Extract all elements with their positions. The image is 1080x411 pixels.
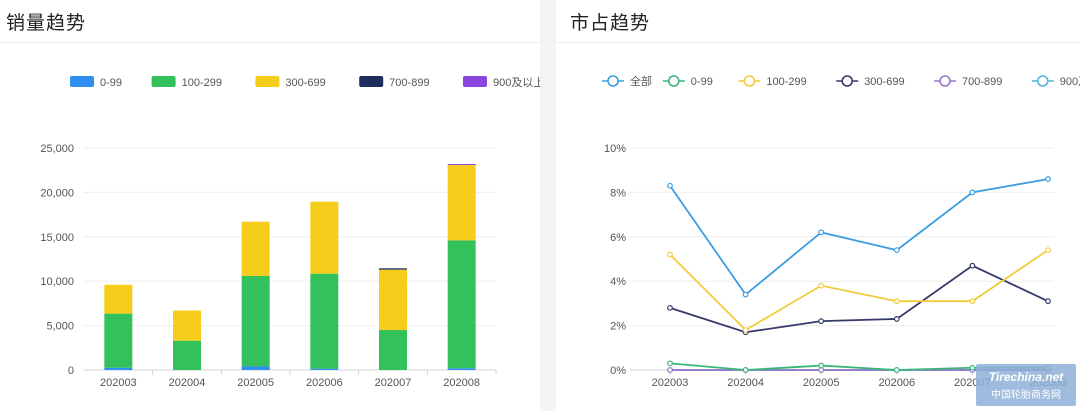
x-tick-label: 202005 — [803, 377, 840, 389]
data-point — [818, 282, 825, 289]
bar-segment — [447, 164, 476, 241]
legend-swatch — [463, 76, 487, 87]
x-tick-label: 202003 — [652, 377, 689, 389]
y-tick-label: 2% — [610, 321, 626, 333]
data-point — [1045, 298, 1051, 305]
bar-segment — [104, 284, 133, 314]
y-tick-label: 25,000 — [40, 143, 74, 155]
watermark-logo: Tirechina.net 中国轮胎商务网 — [976, 364, 1076, 406]
y-tick-label: 10% — [604, 143, 626, 155]
x-tick-label: 202005 — [237, 377, 274, 389]
x-tick-label: 202006 — [306, 377, 343, 389]
data-point — [893, 367, 900, 373]
data-point — [893, 247, 900, 254]
legend-marker — [1036, 75, 1049, 87]
data-point — [969, 189, 976, 196]
y-tick-label: 0 — [68, 365, 74, 377]
legend-label: 300-699 — [285, 77, 325, 89]
legend-swatch — [255, 76, 280, 87]
data-point — [667, 304, 673, 311]
legend-label: 100-299 — [182, 77, 222, 89]
sales-trend-panel: 销量趋势 0-99 100-299 300-699 700-899 900及以上 0 5,0… — [0, 0, 540, 411]
legend-marker — [743, 75, 756, 87]
legend-label: 全部 — [630, 74, 652, 88]
y-tick-label: 20,000 — [40, 187, 74, 199]
legend-label: 900及以上 — [1060, 75, 1080, 88]
y-tick-label: 10,000 — [40, 276, 74, 288]
bar-segment — [447, 368, 476, 370]
x-tick-label: 202007 — [375, 377, 412, 389]
data-point — [969, 364, 976, 371]
data-point — [1045, 247, 1051, 254]
bar-segment — [447, 240, 476, 369]
legend-swatch — [70, 76, 94, 87]
legend-label: 700-899 — [389, 77, 429, 89]
series-line — [669, 249, 1049, 332]
legend-marker — [668, 75, 680, 87]
data-point — [818, 229, 825, 236]
data-point — [969, 262, 976, 269]
legend-label: 900及以上 — [493, 76, 540, 89]
y-tick-label: 0% — [610, 365, 626, 377]
legend-label: 0-99 — [691, 76, 713, 88]
bar-segment — [173, 340, 201, 370]
y-tick-label: 6% — [610, 232, 626, 244]
legend-marker — [939, 75, 951, 87]
share-trend-panel: 市占趋势 全部 0-99 100-299 300-699 700-899 900及以上 0%… — [556, 0, 1080, 411]
x-tick-label: 202006 — [878, 377, 915, 389]
watermark-brand: Tirechina.net — [988, 369, 1064, 384]
share-line-chart: 全部 0-99 100-299 300-699 700-899 900及以上 0% 2% 4% 6… — [602, 74, 1080, 389]
data-point — [667, 367, 673, 373]
bar-segment — [241, 366, 270, 370]
legend-label: 300-699 — [864, 76, 904, 88]
bar-segment — [241, 275, 270, 367]
title-divider — [556, 42, 1080, 43]
bar-segment — [310, 368, 339, 370]
title-divider — [0, 42, 540, 43]
bar-segment — [379, 330, 407, 370]
data-point — [667, 360, 673, 367]
sales-trend-title: 销量趋势 — [6, 13, 87, 34]
legend-marker — [607, 75, 619, 87]
bar-segment — [104, 367, 133, 370]
data-point — [969, 298, 976, 305]
x-tick-label: 202003 — [100, 377, 137, 389]
bar-segment — [104, 313, 133, 368]
data-point — [893, 298, 900, 305]
legend-label: 700-899 — [962, 76, 1002, 88]
series-line — [669, 264, 1049, 334]
data-point — [667, 251, 673, 258]
data-point — [818, 318, 825, 325]
y-tick-label: 8% — [610, 187, 626, 199]
data-point — [742, 327, 749, 333]
legend-swatch — [151, 76, 176, 87]
bar-segment — [379, 268, 407, 270]
legend-swatch — [359, 76, 384, 87]
y-tick-label: 4% — [610, 276, 626, 288]
data-point — [893, 316, 900, 322]
bar-segment — [447, 163, 476, 165]
data-point — [818, 362, 825, 369]
y-tick-label: 5,000 — [46, 321, 74, 333]
data-point — [742, 367, 749, 373]
legend-marker — [841, 75, 854, 87]
x-tick-label: 202008 — [443, 377, 480, 389]
data-point — [1045, 176, 1051, 182]
x-tick-label: 202004 — [727, 377, 764, 389]
bar-segment — [241, 221, 270, 276]
data-point — [667, 182, 673, 189]
bar-segment — [379, 269, 407, 331]
sales-bar-chart: 0-99 100-299 300-699 700-899 900及以上 0 5,000 10,… — [40, 76, 540, 389]
legend-label: 100-299 — [766, 76, 806, 88]
y-tick-label: 15,000 — [40, 232, 74, 244]
watermark-subtitle: 中国轮胎商务网 — [991, 389, 1061, 401]
bar-segment — [310, 273, 339, 369]
x-tick-label: 202004 — [169, 377, 206, 389]
share-trend-title: 市占趋势 — [570, 13, 651, 34]
bar-segment — [173, 310, 201, 341]
bar-segment — [310, 201, 339, 274]
series-line — [669, 178, 1049, 296]
data-point — [742, 291, 749, 298]
legend-label: 0-99 — [100, 77, 122, 89]
